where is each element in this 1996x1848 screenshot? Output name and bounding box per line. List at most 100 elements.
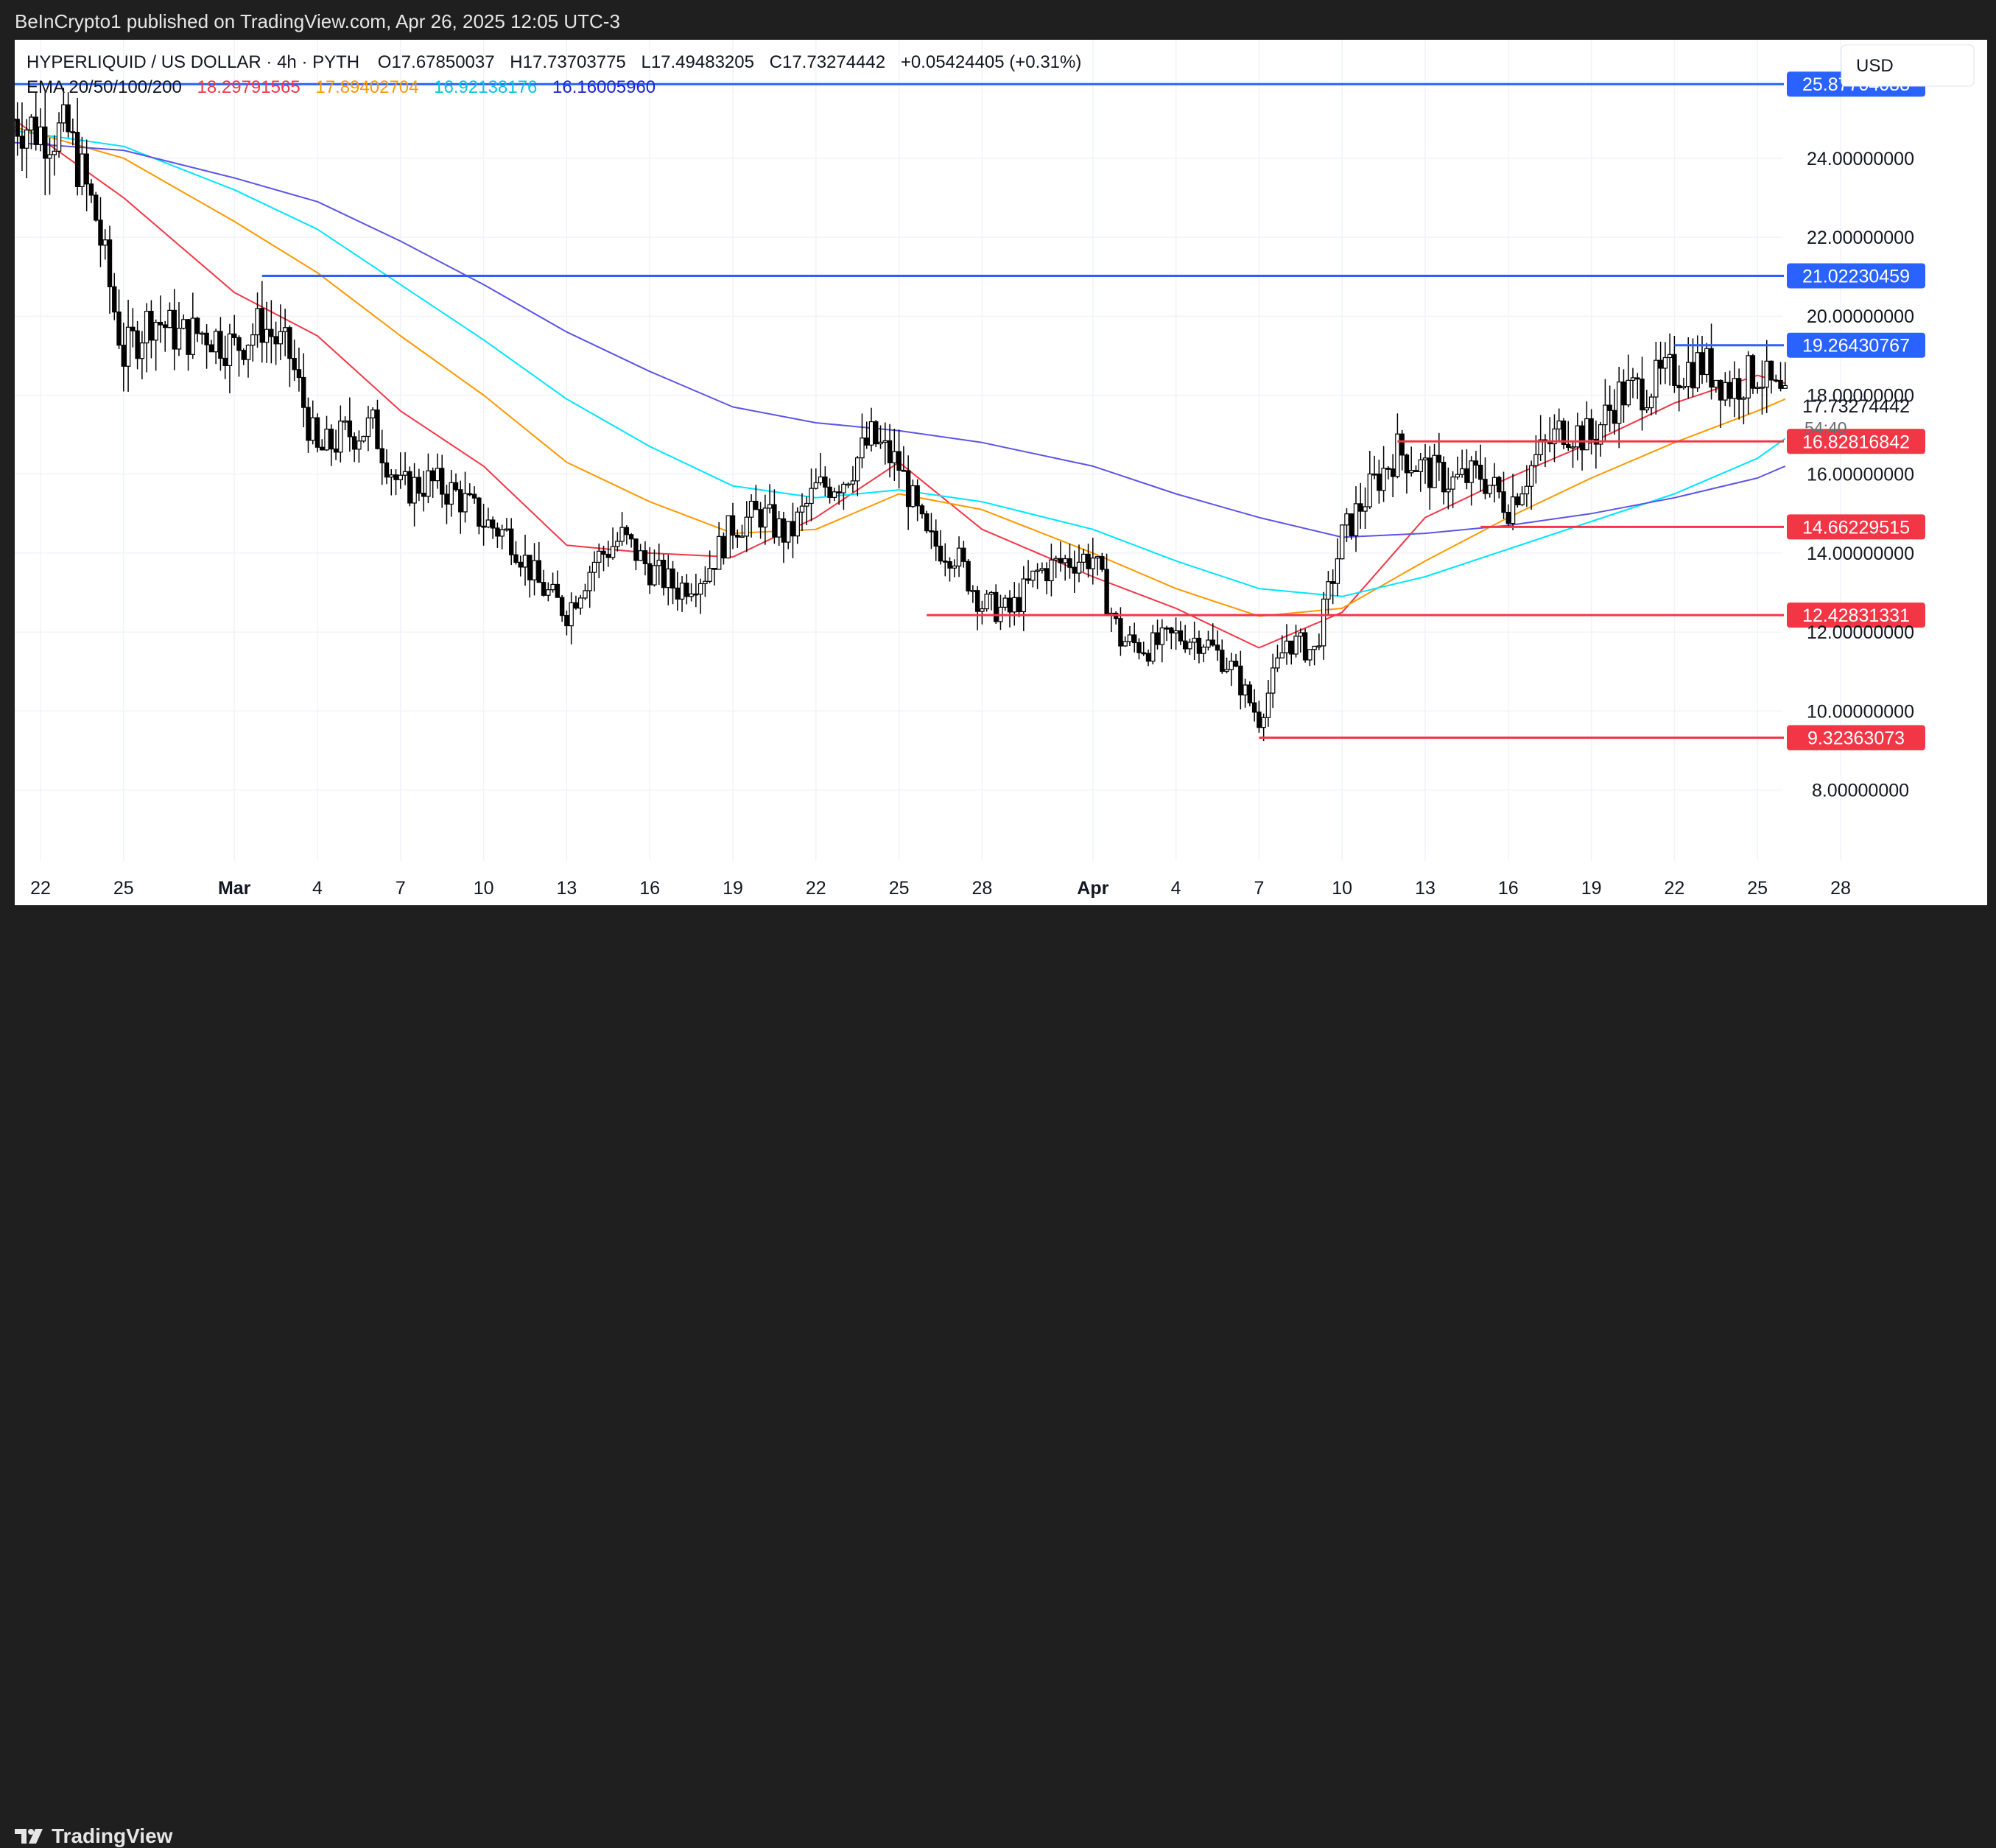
candle — [301, 353, 306, 428]
candle — [1404, 453, 1410, 494]
candle — [1182, 625, 1188, 653]
currency-button[interactable]: USD — [1841, 44, 1975, 87]
price-tick-label: 24.00000000 — [1807, 149, 1914, 169]
candle — [1570, 441, 1575, 468]
time-tick-label: 25 — [1747, 878, 1768, 899]
candle — [47, 137, 52, 195]
currency-label[interactable]: USD — [1856, 56, 1894, 76]
candle — [550, 572, 555, 593]
price-chart[interactable]: 25.8770408821.0223045919.2643076716.8281… — [15, 40, 1987, 905]
candle — [1164, 625, 1170, 642]
candle — [758, 502, 763, 539]
candle — [112, 273, 117, 320]
candle — [218, 317, 223, 371]
candle — [328, 424, 334, 466]
candle — [1626, 354, 1631, 407]
candle — [102, 229, 108, 260]
candle — [868, 407, 874, 452]
candle — [61, 88, 66, 132]
tradingview-logo-icon — [15, 1829, 43, 1844]
candle — [1316, 633, 1322, 650]
candle — [1667, 333, 1673, 386]
candle — [1238, 650, 1243, 710]
candle — [389, 468, 394, 496]
candle — [536, 541, 542, 583]
candle — [398, 452, 404, 489]
candle — [1002, 594, 1008, 611]
candle — [453, 473, 459, 492]
candle — [1377, 460, 1382, 504]
ema200-value: 16.16005960 — [552, 77, 656, 97]
candle — [250, 323, 256, 362]
candle — [980, 600, 985, 625]
candle — [1441, 456, 1447, 505]
ohlc-close: 17.73274442 — [782, 52, 885, 72]
candle — [499, 524, 505, 549]
candle — [874, 420, 879, 448]
candle — [1510, 474, 1516, 530]
ema-line-ema50 — [15, 126, 1786, 617]
tradingview-logo[interactable]: TradingView — [15, 1824, 172, 1848]
candle — [974, 586, 980, 630]
ema-legend: EMA 20/50/100/200 18.29791565 17.8940270… — [27, 77, 656, 97]
resistance-level-tag — [1787, 332, 1925, 358]
price-axis[interactable]: 8.00000000 10.00000000 12.00000000 14.00000… — [1807, 149, 1914, 801]
support-level-tag — [1787, 725, 1925, 751]
time-tick-label: 4 — [1171, 878, 1181, 899]
candle — [952, 559, 957, 577]
candle — [477, 496, 482, 535]
candle — [347, 397, 353, 452]
symbol-title: HYPERLIQUID / US DOLLAR · 4h · PYTH O17.… — [27, 52, 1081, 72]
ohlc-close-label: C — [770, 52, 782, 72]
symbol-name: HYPERLIQUID / US DOLLAR · 4h · PYTH — [27, 52, 359, 72]
candle — [656, 544, 661, 586]
candle — [1210, 623, 1215, 647]
candle — [703, 566, 708, 597]
candle — [1732, 361, 1737, 418]
ohlc-high: 17.73703775 — [523, 52, 626, 72]
candle — [407, 466, 412, 507]
candle — [1141, 642, 1146, 656]
candle — [573, 595, 579, 610]
candle — [1215, 630, 1220, 661]
candle — [767, 484, 773, 514]
candle — [29, 114, 34, 150]
candle — [1353, 486, 1359, 552]
candle — [813, 468, 818, 490]
time-axis[interactable]: 22 25 Mar 4 7 10 13 16 19 22 25 28 Apr 4 7 10 13 16 19 22 25… — [30, 878, 1851, 899]
candle — [379, 429, 384, 485]
candle — [564, 610, 569, 636]
candle — [56, 112, 62, 158]
candle — [1778, 362, 1783, 392]
chart-panel[interactable] — [15, 40, 1987, 905]
support-resistance-lines[interactable]: 25.8770408821.0223045919.2643076716.8281… — [15, 71, 1925, 751]
candle — [1491, 463, 1497, 503]
candle — [1326, 571, 1331, 616]
candle — [711, 568, 717, 586]
candle — [1774, 374, 1779, 383]
candle — [522, 534, 528, 586]
candle — [1648, 393, 1654, 415]
time-tick-label: 13 — [556, 878, 577, 899]
candle — [689, 583, 694, 602]
candle — [947, 557, 952, 582]
candle — [605, 541, 611, 567]
candle — [587, 566, 592, 608]
candle — [1718, 379, 1723, 429]
candle — [70, 118, 76, 146]
candle — [1044, 562, 1050, 594]
candle — [1690, 338, 1695, 397]
candle — [1081, 549, 1086, 572]
candle — [1284, 624, 1290, 665]
candle — [1131, 622, 1137, 653]
candle — [591, 551, 597, 591]
candle — [361, 435, 366, 443]
candle — [1321, 591, 1326, 660]
time-tick-label: 19 — [723, 878, 743, 899]
support-level-label: 12.42831331 — [1802, 605, 1910, 626]
candle — [1501, 471, 1506, 519]
ema20-value: 18.29791565 — [197, 77, 301, 97]
grid-lines — [15, 40, 1841, 861]
candle — [998, 594, 1003, 630]
candle — [264, 301, 270, 363]
